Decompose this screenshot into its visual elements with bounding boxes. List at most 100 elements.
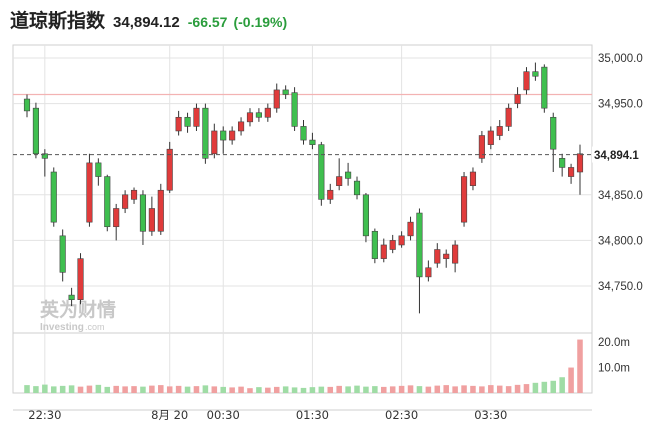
volume-bar — [336, 385, 342, 393]
volume-bar — [559, 377, 565, 393]
volume-bar — [300, 387, 307, 393]
volume-bar — [184, 386, 191, 393]
candle-body — [514, 94, 521, 104]
volume-bar — [354, 385, 360, 393]
x-tick-label: 22:30 — [28, 408, 61, 422]
volume-bar — [443, 385, 449, 393]
candle-body — [104, 176, 111, 228]
candle-body — [505, 107, 512, 127]
volume-bar — [381, 386, 387, 393]
candle-body — [460, 176, 468, 223]
candle-body — [50, 171, 57, 223]
y-tick-label: 34,750.0 — [598, 281, 643, 293]
volume-bar — [461, 385, 467, 393]
volume-bar — [282, 386, 289, 393]
volume-bar — [265, 387, 271, 393]
volume-bar — [131, 386, 137, 393]
x-tick-label: 03:30 — [474, 408, 507, 422]
volume-bar — [193, 386, 200, 393]
candle-body — [122, 194, 129, 209]
volume-bar — [327, 386, 334, 393]
candle-body — [23, 98, 31, 112]
volume-bar — [291, 387, 298, 393]
candle-body — [327, 189, 334, 200]
volume-bar — [416, 386, 423, 393]
candle-body — [568, 167, 575, 177]
candle-body — [300, 126, 307, 141]
volume-bar — [158, 385, 164, 393]
volume-bar — [256, 387, 262, 393]
volume-bar — [514, 384, 521, 393]
volume-tick-label: 10.0m — [598, 363, 630, 375]
volume-bar — [50, 386, 57, 393]
last-price: 34,894.12 — [113, 14, 180, 31]
candle-body — [211, 130, 218, 155]
candle-body — [86, 162, 93, 223]
candle-body — [345, 171, 352, 179]
price-pane-frame — [12, 44, 593, 334]
candle-body — [246, 112, 254, 123]
candle-body — [398, 235, 405, 246]
candle-body — [59, 235, 66, 273]
candle-body — [469, 171, 477, 186]
price-change-percent: (-0.19%) — [233, 14, 288, 30]
candle-body — [113, 208, 120, 228]
candle-body — [32, 107, 39, 155]
candle-body — [362, 194, 370, 237]
candle-body — [282, 89, 289, 95]
candle-body — [309, 139, 316, 145]
x-tick-label: 8月 20 — [151, 408, 188, 422]
candle-body — [220, 130, 227, 141]
candle-body — [166, 148, 173, 191]
candle-body — [318, 144, 325, 200]
candle-body — [273, 89, 280, 109]
candle-body — [130, 189, 138, 200]
price-change: -66.57 — [187, 14, 228, 30]
candle-body — [95, 162, 102, 177]
y-tick-label: 34,850.0 — [598, 190, 643, 202]
volume-bar — [229, 387, 235, 393]
last-price-tag-bg — [592, 146, 648, 163]
candle-body — [550, 116, 557, 150]
volume-bar — [104, 386, 111, 393]
candle-body — [389, 240, 396, 250]
candle-body — [336, 176, 343, 186]
x-tick-label: 02:30 — [385, 408, 418, 422]
candle-body — [175, 116, 182, 132]
volume-bar — [372, 386, 378, 393]
candle-body — [487, 130, 494, 145]
y-tick-label: 34,800.0 — [598, 235, 643, 247]
volume-bar — [389, 386, 396, 393]
candle-body — [371, 230, 378, 259]
watermark-cn: 英为财情 — [40, 298, 116, 321]
watermark-en: Investing — [40, 322, 84, 333]
instrument-title: 道琼斯指数 — [10, 10, 106, 32]
candle-body — [434, 249, 441, 264]
watermark-suffix: .com — [85, 322, 105, 332]
candle-body — [532, 71, 539, 77]
volume-bar — [318, 386, 325, 393]
candle-body — [202, 107, 209, 159]
volume-bar — [363, 386, 369, 393]
candle-body — [237, 121, 245, 132]
volume-bar — [95, 384, 102, 393]
volume-bar — [211, 386, 218, 393]
candle-body — [77, 258, 84, 300]
volume-bar — [175, 385, 182, 393]
volume-bar — [113, 385, 119, 393]
candle-body — [184, 116, 191, 127]
volume-bar — [470, 385, 476, 393]
candle-body — [443, 253, 450, 259]
candle-body — [68, 294, 75, 300]
candle-body — [559, 158, 566, 168]
volume-bar — [523, 384, 530, 393]
volume-bar — [59, 385, 66, 393]
volume-bar — [220, 386, 226, 393]
candle-body — [576, 153, 584, 173]
x-tick-label: 01:30 — [296, 408, 329, 422]
volume-bar — [532, 382, 539, 393]
volume-bar — [247, 388, 253, 393]
volume-bar — [550, 380, 557, 393]
candle-body — [425, 267, 432, 278]
